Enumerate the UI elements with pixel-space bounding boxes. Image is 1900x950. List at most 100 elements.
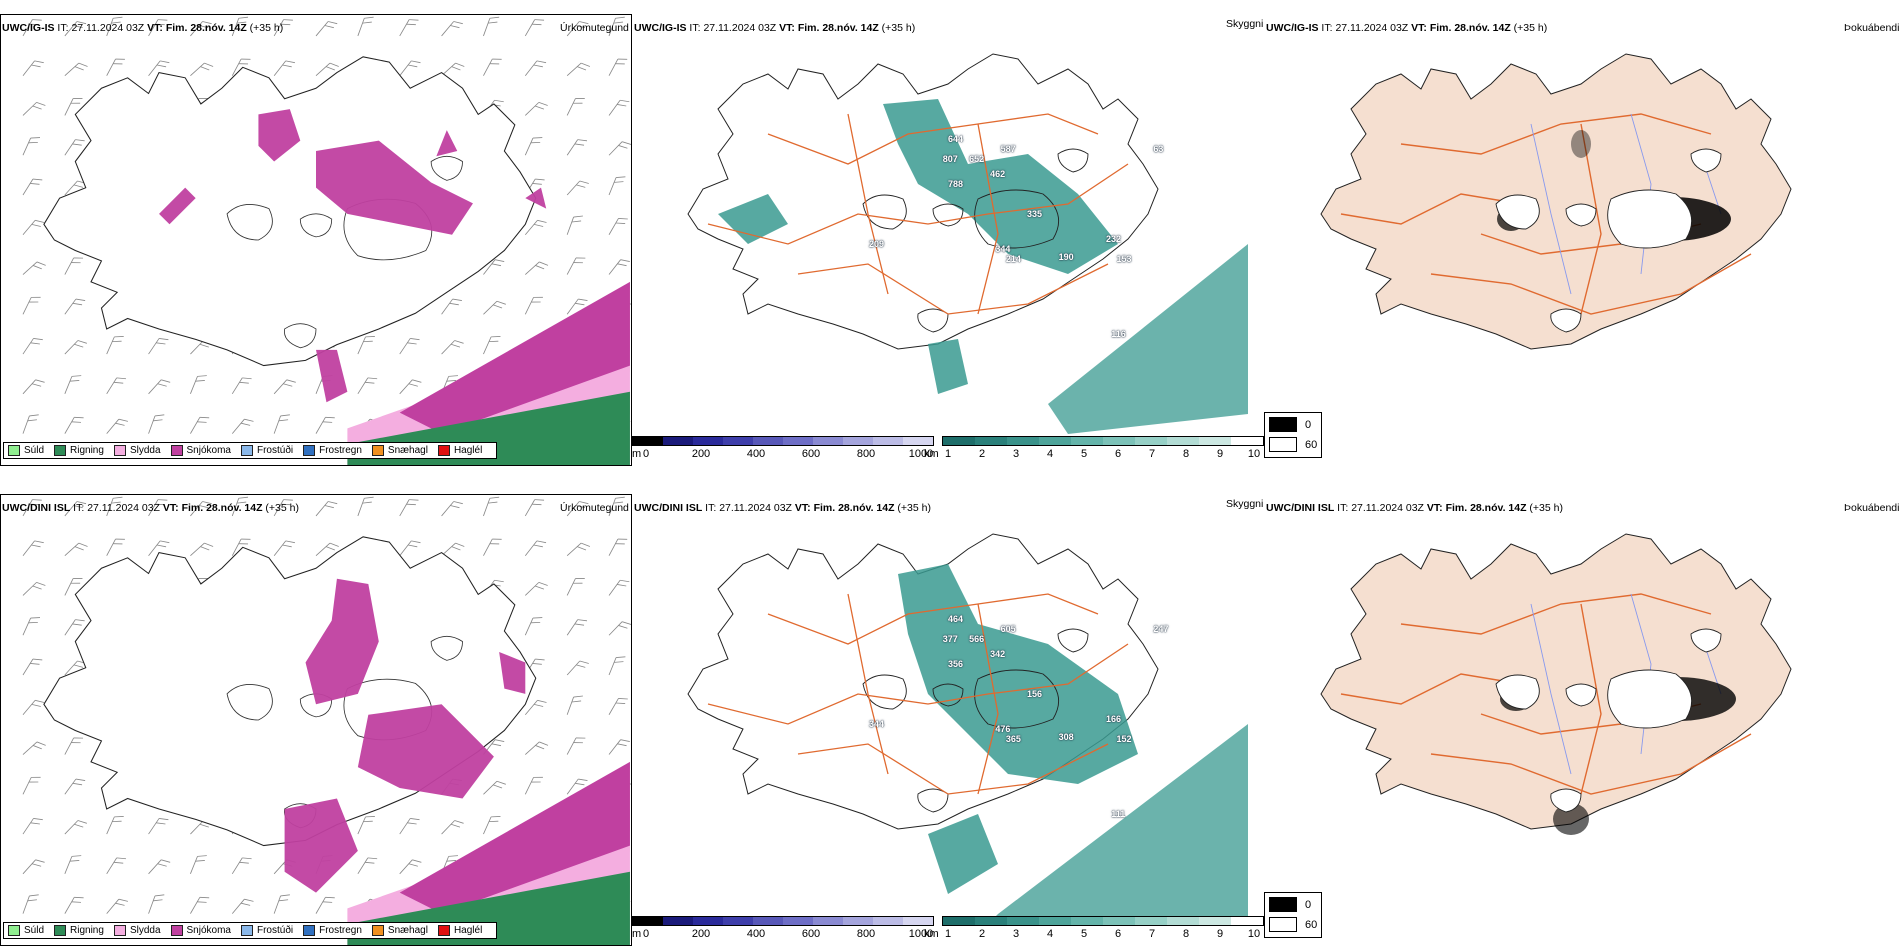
wind-barb <box>524 219 547 236</box>
wind-barb <box>524 617 543 636</box>
wind-barb <box>399 379 422 395</box>
wind-barb <box>608 656 626 676</box>
wind-barb <box>64 139 85 156</box>
wind-barb <box>190 62 214 77</box>
wind-barb <box>524 137 543 156</box>
visibility-panel: 464 605 377 566 342 356 156 344 476 365 308 166 152 1… <box>632 494 1264 944</box>
legend-swatch <box>54 925 67 936</box>
land <box>1320 533 1792 830</box>
wind-barb <box>441 542 465 557</box>
height-tick: 0 <box>642 448 650 460</box>
model-name: UWC/IG-IS <box>1266 22 1319 34</box>
height-tick: 1000 <box>908 448 934 460</box>
panel-title-fog: Þokuábendi <box>1844 502 1900 514</box>
wind-barb <box>22 178 43 196</box>
legend-label: Snjókoma <box>186 445 231 456</box>
cloud-base-height-label: 652 <box>969 154 985 164</box>
it-value: 27.11.2024 03Z <box>703 22 777 34</box>
wind-barb <box>608 58 628 76</box>
wind-barb <box>566 180 589 196</box>
wind-barb <box>608 496 625 517</box>
legend-item: Snjókoma <box>170 445 231 456</box>
wind-barb <box>608 99 630 116</box>
wind-barb <box>231 898 254 914</box>
legend-swatch <box>371 925 384 936</box>
fog-indicator-panel <box>1266 14 1896 464</box>
visibility-tick: 6 <box>1114 448 1122 460</box>
wind-barb <box>22 581 46 596</box>
wind-barb <box>22 617 41 636</box>
panel-header: UWC/IG-IS IT: 27.11.2024 03Z VT: Fim. 28… <box>1266 22 1547 34</box>
visibility-map <box>687 53 1248 434</box>
wind-barb <box>148 499 168 517</box>
cloud-base-height-label: 462 <box>990 169 1006 179</box>
wind-barb <box>64 257 84 275</box>
height-tick: 800 <box>856 448 876 460</box>
visibility-tick: 5 <box>1080 928 1088 940</box>
cloud-base-height-label: 63 <box>1153 144 1164 154</box>
legend-swatch <box>240 925 253 936</box>
it-value: 27.11.2024 03Z <box>1351 502 1424 514</box>
wind-barb <box>148 859 171 875</box>
wind-barb <box>441 21 463 37</box>
vt-label: VT: <box>794 502 811 514</box>
fog-indicator-panel <box>1266 494 1896 944</box>
wind-barb <box>22 894 39 914</box>
wind-barb <box>524 540 547 556</box>
wind-barb <box>357 816 375 835</box>
panel-title-visibility: Skyggni <box>1226 18 1264 30</box>
wind-barb <box>106 418 129 434</box>
vt-label: VT: <box>779 22 795 34</box>
height-colorbar-gradient <box>632 436 934 446</box>
wind-barb <box>483 58 502 76</box>
wind-barb <box>22 137 41 156</box>
cloud-base-height-label: 605 <box>1000 624 1016 634</box>
wind-barb <box>190 416 210 434</box>
it-label: IT: <box>73 502 85 514</box>
cloud-base-height-label: 356 <box>948 659 964 669</box>
wind-barb <box>22 261 46 275</box>
road <box>1400 593 1712 635</box>
wind-barb <box>483 538 502 556</box>
wind-barb <box>148 19 168 37</box>
vt-value: Fim. 28.nóv. 14Z <box>165 22 247 34</box>
wind-barb <box>399 859 422 875</box>
sea-low-visibility <box>988 724 1248 924</box>
wind-barb <box>483 16 500 37</box>
wind-barb <box>231 857 252 875</box>
wind-barb <box>566 695 583 715</box>
model-name: UWC/DINI ISL <box>2 502 71 514</box>
wind-barb <box>64 542 88 557</box>
legend-swatch <box>8 445 20 456</box>
sea-low-visibility <box>1048 244 1248 434</box>
land <box>1320 53 1792 350</box>
wind-barb <box>148 414 165 434</box>
wind-barb <box>22 296 41 315</box>
coastline <box>43 56 537 367</box>
legend-label: Haglél <box>453 445 483 456</box>
snow-area <box>284 798 358 893</box>
wind-barb <box>315 501 338 517</box>
panel-header: UWC/DINI ISL IT: 27.11.2024 03Z VT: Fim.… <box>1266 502 1563 514</box>
legend-item: Súld <box>8 445 44 456</box>
fog-legend: 0 60 <box>1264 892 1322 938</box>
height-tick: 400 <box>746 448 766 460</box>
wind-barb <box>273 60 295 76</box>
road <box>847 593 889 775</box>
visibility-unit: km <box>924 928 939 940</box>
height-tick: 200 <box>691 928 711 940</box>
wind-barb <box>357 496 374 517</box>
panel-header: UWC/IG-IS IT: 27.11.2024 03Z VT: Fim. 28… <box>634 22 915 34</box>
road <box>1580 603 1602 795</box>
road <box>847 113 889 295</box>
wind-barb <box>22 101 46 116</box>
visibility-tick: 8 <box>1182 928 1190 940</box>
wind-barb <box>22 699 45 716</box>
cloud-base-height-label: 644 <box>948 134 964 144</box>
cloud-base-height-label: 566 <box>969 634 985 644</box>
low-visibility-area <box>928 339 968 394</box>
cloud-base-height-label: 464 <box>948 614 964 624</box>
visibility-tick: 7 <box>1148 928 1156 940</box>
legend-label: Rigning <box>70 445 104 456</box>
coastline <box>687 53 1159 350</box>
